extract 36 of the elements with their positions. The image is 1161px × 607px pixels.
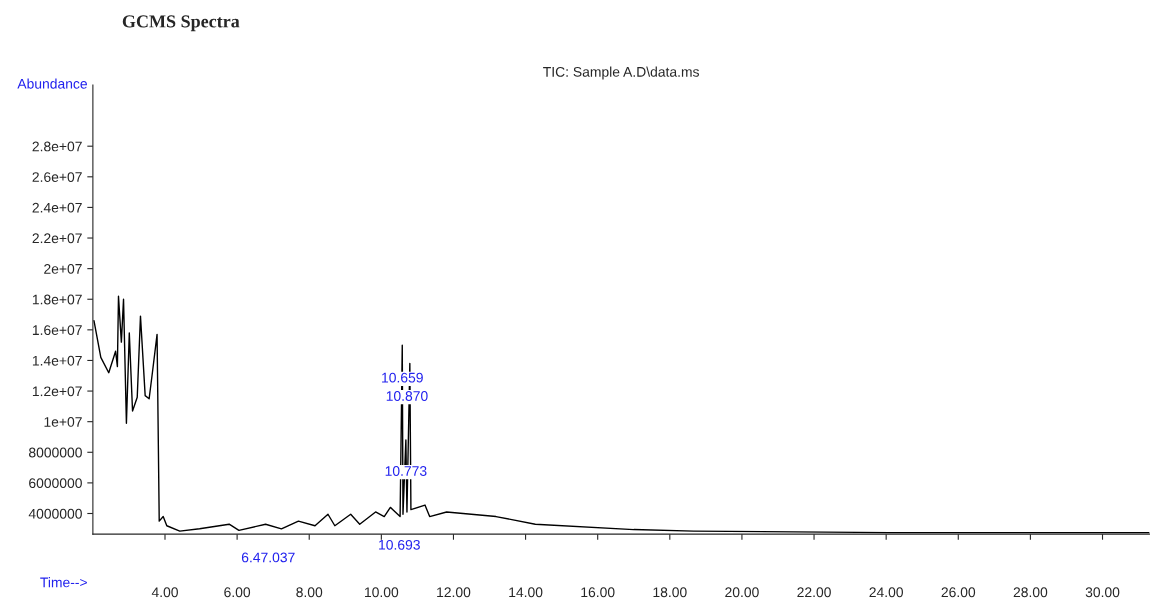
x-tick-label: 10.00 (365, 587, 399, 598)
x-tick-label: 12.00 (437, 587, 471, 598)
y-tick-label: 2.4e+07 (32, 202, 82, 213)
y-tick-label: 1.6e+07 (32, 325, 82, 336)
y-tick-label: 8000000 (29, 447, 82, 458)
x-tick-label: 14.00 (509, 587, 543, 598)
x-axis-title: Time--> (40, 577, 87, 588)
x-tick-label: 30.00 (1085, 587, 1120, 598)
x-tick-label: 8.00 (296, 587, 323, 598)
y-tick-label: 1e+07 (44, 417, 82, 427)
chart-title: GCMS Spectra (122, 15, 240, 32)
x-tick-label: 28.00 (1013, 587, 1048, 598)
x-tick-label: 18.00 (653, 587, 687, 598)
y-tick-label: 1.4e+07 (32, 355, 82, 366)
annotation: 10.870 (386, 391, 428, 401)
y-tick-label: 6000000 (29, 478, 82, 489)
x-tick-label: 6.00 (224, 587, 251, 598)
x-tick-label: 16.00 (581, 587, 615, 598)
chart-subtitle: TIC: Sample A.D\data.ms (543, 66, 699, 80)
text: 10.693 (379, 539, 420, 550)
text: 6.47.037 (241, 552, 295, 563)
annotation: 10.659 (382, 372, 423, 383)
y-tick-label: 4000000 (28, 508, 82, 519)
x-tick-label: 24.00 (869, 587, 903, 598)
y-tick-label: 2e+07 (44, 263, 82, 274)
x-tick-label: 4.00 (151, 587, 178, 598)
y-tick-label: 2.8e+07 (32, 141, 82, 152)
y-tick-label: 1.2e+07 (32, 386, 82, 397)
y-tick-label: 2.6e+07 (32, 172, 82, 182)
annotation: 10.773 (385, 466, 427, 476)
y-axis-title: Abundance (17, 78, 87, 89)
y-tick-label: 1.8e+07 (32, 294, 82, 305)
x-tick-label: 26.00 (941, 587, 976, 598)
y-tick-label: 2.2e+07 (32, 233, 82, 244)
x-tick-label: 22.00 (797, 587, 831, 598)
x-tick-label: 20.00 (725, 587, 759, 598)
